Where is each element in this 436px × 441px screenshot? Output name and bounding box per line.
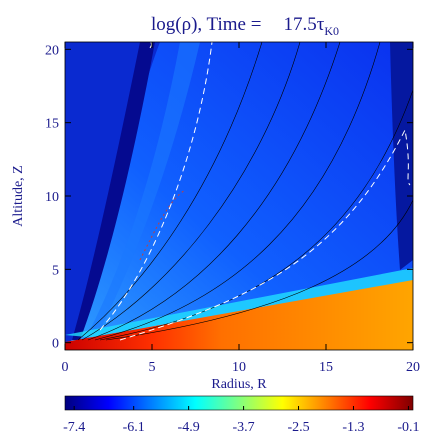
colorbar-tick-label: -6.1 bbox=[123, 420, 145, 435]
y-tick-label: 20 bbox=[45, 43, 59, 58]
x-tick-label: 10 bbox=[232, 360, 246, 375]
colorbar-tick-label: -4.9 bbox=[178, 420, 200, 435]
y-axis-label: Altitude, Z bbox=[11, 165, 26, 226]
colorbar-tick-label: -2.5 bbox=[287, 420, 309, 435]
colorbar-tick-label: -3.7 bbox=[232, 420, 254, 435]
x-axis-label: Radius, R bbox=[211, 377, 267, 392]
colorbar-tick-label: -0.1 bbox=[397, 420, 419, 435]
y-tick-label: 0 bbox=[52, 337, 59, 352]
x-tick-label: 0 bbox=[62, 360, 69, 375]
heatmap bbox=[65, 42, 413, 350]
x-tick-label: 5 bbox=[149, 360, 156, 375]
y-tick-label: 10 bbox=[45, 190, 59, 205]
colorbar-tick-label: -7.4 bbox=[63, 420, 85, 435]
y-tick-label: 15 bbox=[45, 117, 59, 132]
y-tick-label: 5 bbox=[52, 263, 59, 278]
chart-title: log(ρ), Time = 17.5τK0 bbox=[151, 14, 339, 38]
colorbar-tick-label: -1.3 bbox=[342, 420, 364, 435]
colorbar bbox=[64, 395, 414, 411]
x-tick-label: 20 bbox=[406, 360, 420, 375]
x-tick-label: 15 bbox=[319, 360, 333, 375]
